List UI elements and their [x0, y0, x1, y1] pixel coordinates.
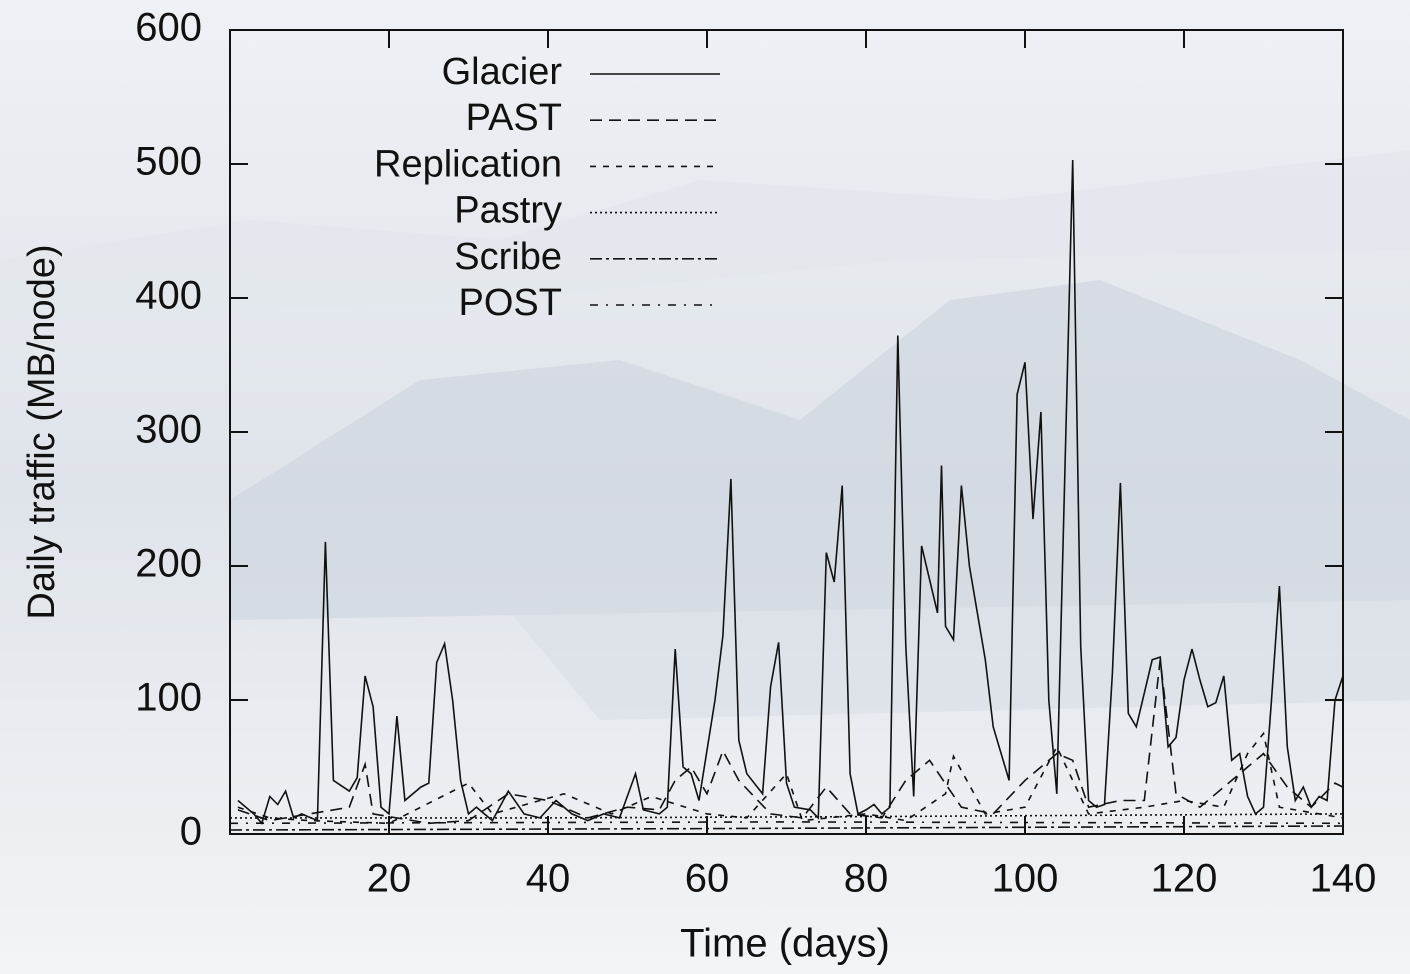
x-tick-label: 120 [1151, 857, 1218, 901]
series-line [237, 159, 1344, 825]
y-tick-label: 0 [180, 810, 202, 854]
y-tick-label: 600 [135, 6, 202, 50]
x-axis-title: Time (days) [680, 922, 890, 966]
x-tick-label: 80 [844, 857, 889, 901]
x-tick-label: 60 [685, 857, 730, 901]
legend-label: PAST [466, 97, 562, 139]
x-tick-label: 40 [526, 857, 571, 901]
x-tick-label: 100 [992, 857, 1059, 901]
legend-label: Pastry [454, 190, 562, 232]
series-line [229, 825, 1344, 831]
series-line [229, 821, 1344, 825]
y-tick-label: 100 [135, 676, 202, 720]
y-tick-label: 500 [135, 140, 202, 184]
legend-label: POST [459, 282, 562, 324]
legend-label: Replication [374, 143, 562, 185]
x-tick-label: 20 [367, 857, 412, 901]
y-tick-label: 200 [135, 542, 202, 586]
y-axis-title: Daily traffic (MB/node) [21, 244, 63, 619]
mountain [0, 150, 1410, 320]
mountain [230, 280, 1410, 620]
y-tick-label: 300 [135, 408, 202, 452]
legend-label: Scribe [454, 236, 562, 278]
x-tick-label: 140 [1310, 857, 1377, 901]
y-tick-label: 400 [135, 274, 202, 318]
legend-label: Glacier [442, 51, 563, 93]
